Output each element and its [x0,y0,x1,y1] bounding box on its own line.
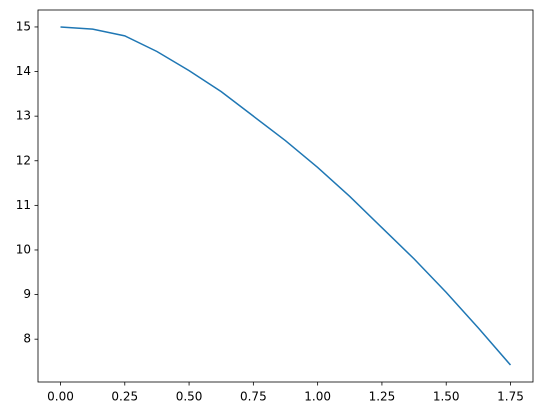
x-tick-label: 0.00 [47,390,74,404]
x-tick-label: 0.25 [111,390,138,404]
line-series [60,26,512,366]
x-tick-label: 0.50 [176,390,203,404]
x-tick-label: 1.75 [497,390,524,404]
y-tick-label: 11 [16,198,31,212]
x-tick-label: 1.00 [304,390,331,404]
y-tick-label: 15 [16,19,31,33]
x-tick-label: 1.50 [433,390,460,404]
x-tick-label: 0.75 [240,390,267,404]
y-tick-label: 14 [16,64,31,78]
x-tick-label: 1.25 [369,390,396,404]
y-tick-label: 13 [16,109,31,123]
y-tick-label: 8 [23,332,31,346]
axes-frame [37,9,534,383]
y-tick-label: 10 [16,242,31,256]
y-tick-label: 9 [23,287,31,301]
y-tick-label: 12 [16,153,31,167]
